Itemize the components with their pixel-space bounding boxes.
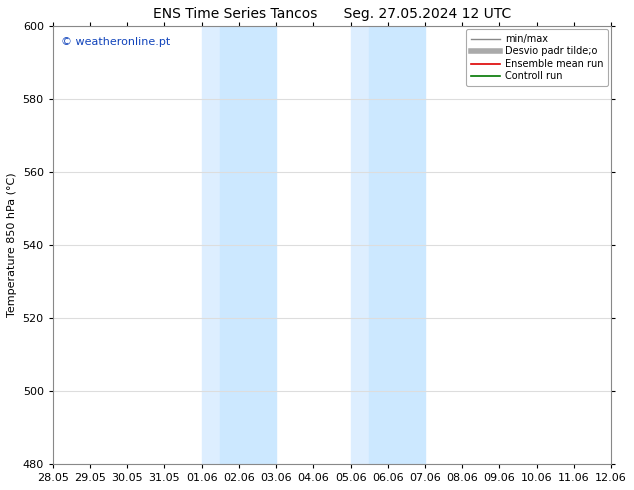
Text: © weatheronline.pt: © weatheronline.pt [61,37,171,47]
Bar [202,26,220,464]
Bar [351,26,369,464]
Legend: min/max, Desvio padr tilde;o, Ensemble mean run, Controll run: min/max, Desvio padr tilde;o, Ensemble m… [466,29,608,86]
Bar [220,26,276,464]
Y-axis label: Temperature 850 hPa (°C): Temperature 850 hPa (°C) [7,173,17,318]
Bar [369,26,425,464]
Title: ENS Time Series Tancos      Seg. 27.05.2024 12 UTC: ENS Time Series Tancos Seg. 27.05.2024 1… [153,7,511,21]
